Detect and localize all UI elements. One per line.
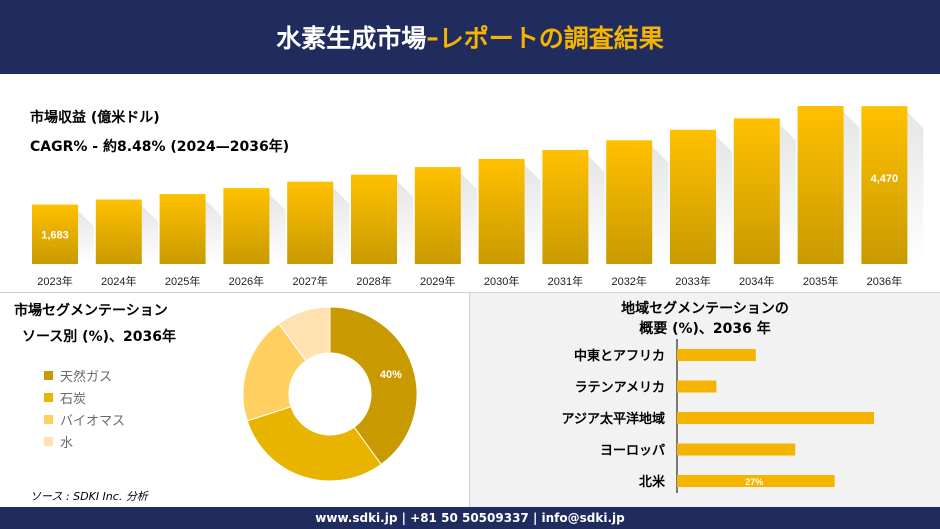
year-tick-label: 2035年 [803, 274, 838, 288]
source-segment-title-line2: ソース別 (%)、2036年 [22, 329, 176, 345]
legend-swatch [44, 392, 53, 402]
year-tick-label: 2036年 [867, 274, 902, 288]
revenue-bar [287, 181, 334, 264]
bar-shadow [205, 200, 222, 264]
bar-shadow [78, 210, 94, 264]
bar-shadow [269, 194, 286, 264]
region-panel: 地域セグメンテーションの 概要 (%)、2036 年 中東とアフリカ ラテンアメリ… [470, 293, 940, 507]
year-tick-label: 2027年 [292, 274, 327, 288]
region-bar [677, 349, 756, 361]
source-donut-chart: 40% [242, 306, 418, 482]
year-tick-label: 2024年 [101, 274, 136, 288]
region-segment-title: 地域セグメンテーションの 概要 (%)、2036 年 [470, 299, 940, 339]
legend-item: 石炭 [44, 386, 125, 408]
footer-contact: www.sdki.jp | +81 50 50509337 | info@sdk… [0, 507, 940, 529]
bar-shadow [524, 164, 541, 264]
revenue-data-label: 4,470 [871, 173, 899, 185]
donut-legend: 天然ガス石炭バイオマス水 [44, 364, 125, 452]
header-title-dash: – [426, 22, 439, 52]
bar-shadow [141, 205, 158, 264]
source-segment-title: 市場セグメンテーション ソース別 (%)、2036年 [14, 298, 176, 350]
revenue-bar [159, 194, 206, 264]
legend-item: バイオマス [44, 408, 125, 430]
source-segment-title-line1: 市場セグメンテーション [14, 303, 168, 319]
bar-shadow [460, 173, 477, 264]
revenue-bar [95, 199, 142, 264]
region-label: 北米 [639, 474, 666, 489]
year-tick-label: 2031年 [548, 274, 583, 288]
region-segment-title-line1: 地域セグメンテーションの [621, 301, 789, 317]
region-bar [677, 380, 717, 393]
bar-shadow [397, 180, 413, 264]
year-tick-label: 2034年 [739, 274, 774, 288]
revenue-bar [414, 167, 461, 264]
donut-data-label: 40% [380, 369, 402, 381]
revenue-bar [478, 158, 525, 264]
year-tick-label: 2026年 [229, 274, 264, 288]
revenue-bar [351, 174, 397, 264]
report-header: 水素生成市場 – レポートの調査結果 [0, 0, 940, 74]
region-bar [677, 412, 874, 424]
bar-shadow [843, 112, 860, 264]
bar-shadow [652, 146, 669, 264]
bar-shadow [716, 135, 732, 264]
bar-shadow [779, 124, 796, 264]
region-bar [677, 443, 796, 456]
region-label: ヨーロッパ [600, 443, 665, 458]
region-data-label: 27% [745, 477, 763, 487]
region-bar [677, 475, 835, 487]
revenue-bar [861, 106, 908, 264]
year-tick-label: 2030年 [484, 274, 519, 288]
region-label: ラテンアメリカ [575, 380, 665, 395]
revenue-section: 2023年 1,683 2024年 2025年 2026年 2027年 2028年 2029年… [0, 74, 940, 292]
bar-shadow [588, 155, 605, 264]
revenue-bar [606, 140, 653, 264]
legend-label: 水 [60, 435, 74, 451]
revenue-bar [670, 129, 716, 264]
source-note: ソース : SDKI Inc. 分析 [30, 490, 148, 503]
revenue-bar [223, 188, 270, 264]
legend-item: 天然ガス [44, 364, 125, 386]
revenue-bar [733, 118, 780, 264]
header-title-main: 水素生成市場 [276, 24, 427, 53]
legend-item: 水 [44, 430, 125, 452]
bar-shadow [333, 187, 350, 264]
region-label: 中東とアフリカ [574, 348, 665, 363]
vertical-divider [469, 293, 470, 507]
legend-label: バイオマス [60, 413, 126, 429]
donut-slice [246, 406, 382, 482]
year-tick-label: 2028年 [356, 274, 391, 288]
revenue-bar-chart: 2023年 1,683 2024年 2025年 2026年 2027年 2028年 2029年… [32, 106, 924, 288]
legend-label: 石炭 [60, 391, 87, 407]
revenue-bar [542, 149, 589, 264]
year-tick-label: 2023年 [37, 274, 72, 288]
legend-swatch [44, 370, 53, 380]
header-title-accent: レポートの調査結果 [438, 24, 664, 53]
revenue-bar [797, 106, 844, 264]
horizontal-divider [0, 292, 940, 293]
legend-swatch [44, 414, 53, 424]
revenue-data-label: 1,683 [41, 229, 69, 241]
bar-shadow [907, 112, 924, 264]
donut-slice [278, 306, 331, 362]
cagr-text: CAGR% - 約8.48% (2024—2036年) [30, 139, 290, 155]
year-tick-label: 2033年 [675, 274, 710, 288]
donut-slice [329, 306, 418, 466]
year-tick-label: 2025年 [165, 274, 200, 288]
donut-slice [242, 322, 307, 422]
legend-label: 天然ガス [60, 369, 113, 385]
region-segment-title-line2: 概要 (%)、2036 年 [639, 321, 771, 337]
year-tick-label: 2032年 [611, 274, 646, 288]
region-label: アジア太平洋地域 [562, 411, 665, 426]
legend-swatch [44, 436, 53, 446]
revenue-bar [32, 204, 78, 264]
revenue-title: 市場収益 (億米ドル) [30, 110, 160, 126]
year-tick-label: 2029年 [420, 274, 455, 288]
